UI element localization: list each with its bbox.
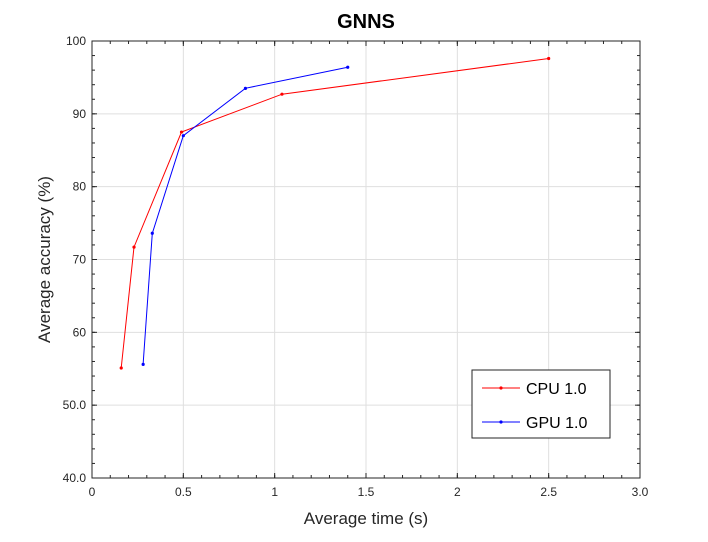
x-axis-label: Average time (s) — [304, 509, 428, 528]
data-point-gpu-1-0 — [346, 65, 350, 69]
x-tick-label: 1 — [271, 485, 278, 499]
y-axis-label: Average accuracy (%) — [35, 176, 54, 343]
legend: CPU 1.0 GPU 1.0 — [471, 369, 611, 439]
x-tick-label: 0 — [89, 485, 96, 499]
data-point-cpu-1-0 — [280, 92, 284, 96]
x-tick-label: 2 — [454, 485, 461, 499]
x-tick-label: 3.0 — [632, 485, 649, 499]
y-tick-label: 40.0 — [63, 471, 87, 485]
legend-marker-cpu-1-0 — [499, 386, 503, 390]
data-point-cpu-1-0 — [179, 130, 184, 134]
data-point-gpu-1-0 — [141, 362, 145, 366]
legend-box — [471, 369, 611, 439]
y-tick-label: 50.0 — [63, 398, 87, 412]
data-point-cpu-1-0 — [132, 245, 136, 249]
y-tick-label: 80 — [73, 180, 87, 194]
data-point-gpu-1-0 — [243, 86, 248, 90]
legend-marker-gpu-1-0 — [499, 420, 503, 424]
y-tick-label: 60 — [73, 325, 87, 339]
x-tick-label: 0.5 — [175, 485, 192, 499]
legend-entries: CPU 1.0 GPU 1.0 — [482, 381, 587, 432]
ticks: 0 0.5 1 1.5 2 2.5 3.0 40.0 50.0 60 70 80 90 100 — [63, 34, 649, 499]
y-tick-label: 100 — [66, 34, 86, 48]
data-point-cpu-1-0 — [547, 56, 551, 61]
series-layer — [119, 56, 551, 370]
data-point-gpu-1-0 — [150, 231, 154, 235]
y-tick-label: 90 — [73, 107, 87, 121]
data-point-gpu-1-0 — [181, 134, 185, 138]
legend-label-cpu-1-0: CPU 1.0 — [526, 381, 587, 398]
x-tick-label: 1.5 — [358, 485, 375, 499]
data-point-cpu-1-0 — [119, 366, 123, 370]
y-tick-label: 70 — [73, 253, 87, 267]
legend-label-gpu-1-0: GPU 1.0 — [526, 415, 587, 432]
x-tick-label: 2.5 — [540, 485, 557, 499]
chart-title: GNNS — [337, 11, 395, 33]
